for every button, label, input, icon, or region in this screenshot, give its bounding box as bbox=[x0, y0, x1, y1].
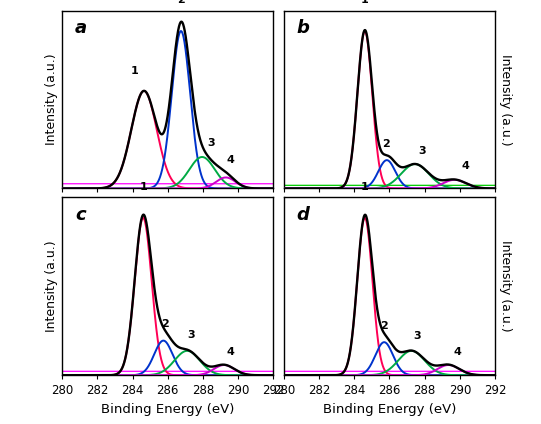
Text: 2: 2 bbox=[177, 0, 185, 5]
Y-axis label: Intensity (a.u.): Intensity (a.u.) bbox=[499, 240, 512, 332]
Text: 4: 4 bbox=[461, 161, 469, 171]
Text: 2: 2 bbox=[382, 139, 390, 149]
X-axis label: Binding Energy (eV): Binding Energy (eV) bbox=[101, 403, 234, 416]
Text: c: c bbox=[75, 206, 85, 224]
Text: 2: 2 bbox=[161, 319, 169, 329]
Text: b: b bbox=[296, 20, 309, 37]
Y-axis label: Intensity (a.u.): Intensity (a.u.) bbox=[45, 54, 58, 145]
Y-axis label: Intensity (a.u.): Intensity (a.u.) bbox=[499, 54, 512, 145]
Y-axis label: Intensity (a.u.): Intensity (a.u.) bbox=[45, 240, 58, 332]
Text: 4: 4 bbox=[226, 347, 234, 357]
Text: 1: 1 bbox=[130, 67, 138, 76]
X-axis label: Binding Energy (eV): Binding Energy (eV) bbox=[323, 403, 456, 416]
Text: 3: 3 bbox=[418, 146, 426, 156]
Text: 4: 4 bbox=[453, 347, 461, 357]
Text: d: d bbox=[296, 206, 309, 224]
Text: 1: 1 bbox=[139, 182, 147, 192]
Text: 1: 1 bbox=[361, 182, 369, 192]
Text: 3: 3 bbox=[207, 137, 215, 148]
Text: 1: 1 bbox=[361, 0, 369, 5]
Text: a: a bbox=[75, 20, 87, 37]
Text: 3: 3 bbox=[413, 332, 420, 341]
Text: 2: 2 bbox=[380, 321, 388, 331]
Text: 3: 3 bbox=[187, 330, 194, 340]
Text: 4: 4 bbox=[226, 155, 234, 165]
